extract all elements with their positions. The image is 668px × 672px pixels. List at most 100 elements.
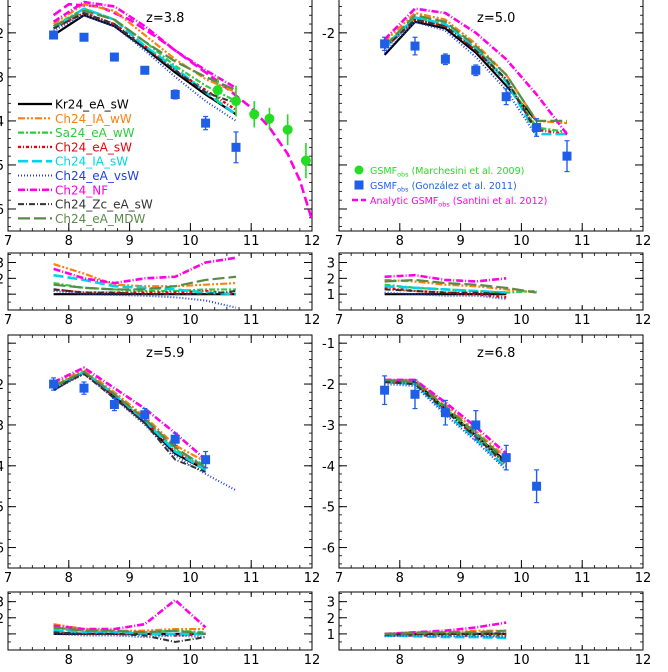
y-tick-label: -3	[322, 419, 335, 434]
series-line-ch24-ea-mdw	[53, 9, 237, 92]
x-tick-label: 11	[243, 234, 260, 249]
gonzalez-point	[532, 481, 542, 491]
redshift-label: z=3.8	[146, 11, 184, 26]
x-tick-label: 10	[182, 653, 199, 668]
series-line-ch24-nf	[384, 621, 507, 636]
plot-frame	[7, 334, 313, 569]
x-tick-label: 10	[513, 571, 530, 586]
gonzalez-point	[201, 455, 211, 465]
y-tick-label: 6	[0, 203, 4, 218]
chart-panel-2: 7 8 9 10 11 12 -2 z=5.0	[322, 0, 651, 249]
plot-area	[53, 598, 207, 643]
x-tick-label: 8	[396, 571, 404, 586]
x-tick-label: 11	[574, 571, 591, 586]
x-tick-label: 12	[304, 234, 321, 249]
y-tick-label: 4	[0, 115, 4, 130]
x-tick-label: 11	[574, 653, 591, 668]
x-tick-label: 8	[65, 234, 73, 249]
plot-frame	[7, 252, 313, 311]
plot-frame	[338, 0, 644, 232]
x-tick-label: 11	[243, 571, 260, 586]
x-tick-label: 12	[635, 234, 652, 249]
plot-frame	[338, 591, 644, 651]
series-line-ch24-nf	[53, 366, 207, 461]
legend-label: GSMFobs (González et al. 2011)	[370, 181, 517, 194]
y-tick-label: 3	[327, 257, 335, 272]
y-tick-label: -2	[322, 27, 335, 42]
series-line-ch24-ea-vsw	[384, 383, 507, 471]
y-tick-label: 5	[0, 159, 4, 174]
series-line-ch24-ea-vsw	[384, 291, 507, 300]
chart-panel-3: 7 8 9 10 11 12 6 5 4 3 2 z=5.9	[0, 334, 320, 586]
marchesini-point	[300, 155, 311, 166]
marchesini-point	[282, 124, 293, 135]
x-tick-label: 11	[574, 234, 591, 249]
series-line-ch24-nf	[383, 7, 569, 135]
x-tick-label: 7	[335, 234, 343, 249]
y-tick-label: 2	[0, 272, 4, 287]
series-line-ch24-ea-vsw	[53, 290, 237, 309]
x-tick-label: 10	[182, 313, 199, 328]
y-tick-label: -5	[322, 501, 335, 516]
x-tick-label: 7	[335, 571, 343, 586]
x-tick-label: 7	[4, 313, 12, 328]
legend-label: Ch24_eA_MDW	[55, 212, 145, 226]
gonzalez-point	[471, 420, 481, 430]
legend-label: GSMFobs (Marchesini et al. 2009)	[370, 166, 524, 179]
y-tick-label: 1	[327, 628, 335, 643]
y-tick-label: 4	[0, 460, 4, 475]
legend-label: Ch24_Zc_eA_sW	[55, 198, 153, 212]
series-line-ch24-ia-ww	[53, 368, 207, 463]
y-tick-label: 2	[0, 612, 4, 627]
x-tick-label: 12	[304, 653, 321, 668]
gonzalez-point	[501, 453, 511, 463]
legend-label: Kr24_eA_sW	[55, 98, 129, 112]
series-line-kr24-ea-sw	[52, 14, 237, 116]
series-line-ch24-zc-ea-sw	[383, 18, 538, 133]
gonzalez-point	[170, 89, 180, 99]
x-tick-label: 8	[396, 234, 404, 249]
legend-marker	[354, 180, 364, 190]
marchesini-point	[231, 96, 241, 107]
plot-frame	[338, 334, 644, 569]
x-tick-label: 8	[396, 313, 404, 328]
plot-frame	[7, 0, 313, 232]
x-tick-label: 12	[635, 571, 652, 586]
gonzalez-point	[140, 410, 150, 420]
marchesini-point	[212, 85, 223, 96]
redshift-label: z=6.8	[477, 346, 515, 361]
redshift-label: z=5.0	[477, 11, 515, 26]
series-line-ch24-ea-vsw	[53, 14, 237, 122]
series-line-ch24-ia-sw	[384, 284, 507, 294]
series-line-ch24-ea-mdw	[384, 278, 537, 294]
series-line-ch24-ea-mdw	[53, 626, 206, 635]
series-line-ch24-ea-mdw	[384, 629, 507, 635]
y-tick-label: 2	[327, 272, 335, 287]
analytic-gsmf-line	[52, 2, 312, 221]
x-tick-label: 9	[125, 571, 133, 586]
gonzalez-point	[79, 383, 89, 393]
marchesini-point	[264, 113, 275, 124]
x-tick-label: 9	[125, 234, 133, 249]
x-tick-label: 10	[513, 234, 530, 249]
x-tick-label: 8	[65, 313, 73, 328]
x-tick-label: 12	[635, 653, 652, 668]
redshift-label: z=5.9	[146, 346, 184, 361]
x-tick-label: 9	[456, 571, 464, 586]
legend-label: Ch24_IA_wW	[55, 112, 132, 126]
legend-label: Sa24_eA_wW	[55, 126, 135, 140]
y-tick-label: 3	[327, 596, 335, 611]
legend-label: Ch24_NF	[55, 183, 108, 197]
series-line-ch24-ea-mdw	[53, 275, 237, 291]
chart-panel-5: 7 8 9 10 11 12 23	[0, 252, 320, 328]
gonzalez-point	[380, 385, 390, 395]
x-tick-label: 9	[456, 653, 464, 668]
gonzalez-point	[380, 39, 390, 49]
series-line-ch24-ia-sw	[53, 273, 237, 296]
gonzalez-point	[471, 65, 481, 75]
plot-area	[380, 7, 572, 173]
x-tick-label: 11	[243, 313, 260, 328]
gonzalez-point	[410, 389, 420, 399]
observation-legend: GSMFobs (Marchesini et al. 2009) GSMFobs …	[352, 165, 547, 209]
